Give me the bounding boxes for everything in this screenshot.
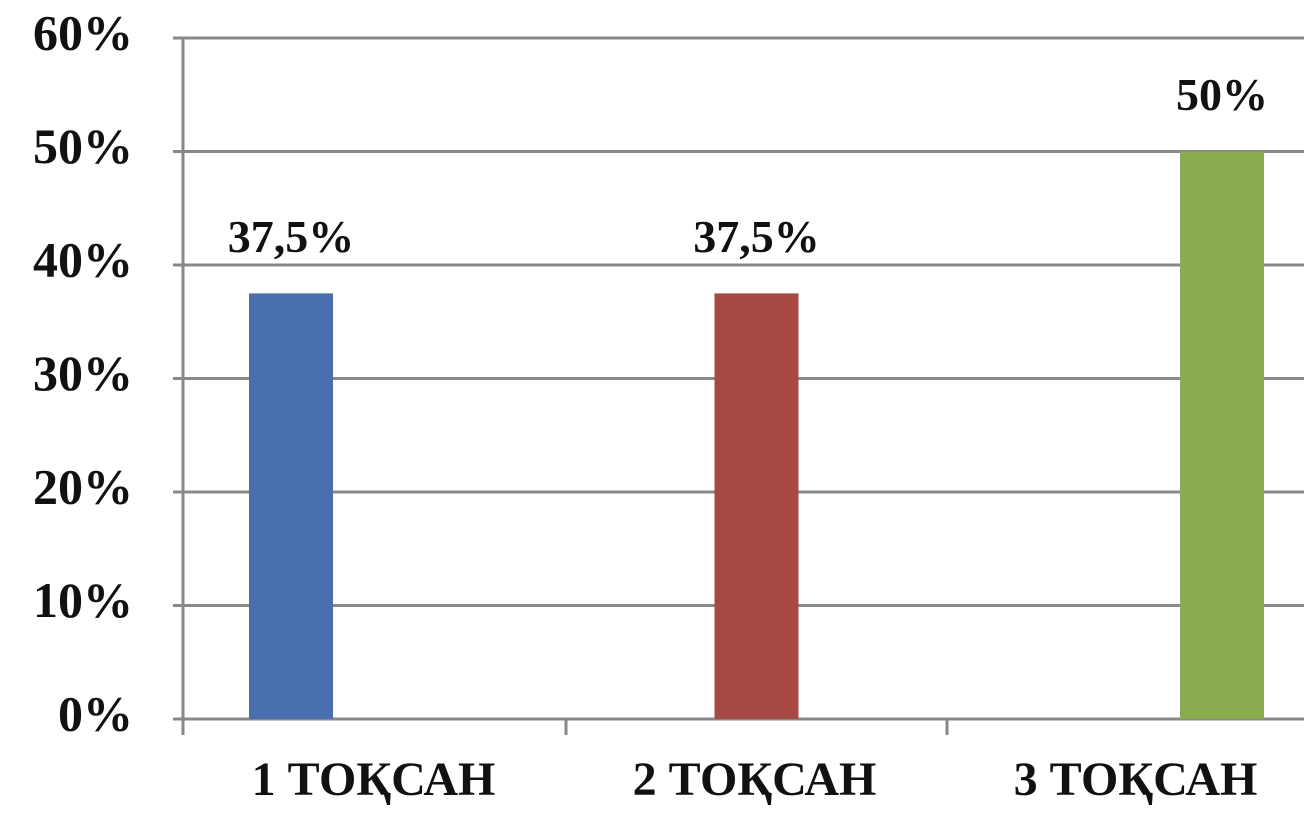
bar	[1180, 151, 1264, 719]
y-tick-label: 60%	[33, 4, 133, 60]
y-tick-label: 30%	[33, 345, 133, 401]
y-tick-label: 20%	[33, 458, 133, 514]
data-label: 37,5%	[228, 211, 355, 262]
bar	[714, 293, 799, 719]
bar	[249, 293, 333, 719]
y-tick-label: 50%	[33, 118, 133, 174]
y-tick-label: 0%	[58, 685, 133, 741]
data-label: 50%	[1176, 69, 1268, 120]
x-tick-label: 3 ТОҚСАН	[1014, 753, 1258, 806]
y-tick-label: 10%	[33, 572, 133, 628]
x-tick-label: 2 ТОҚСАН	[633, 753, 877, 806]
data-label: 37,5%	[693, 211, 820, 262]
y-tick-label: 40%	[33, 231, 133, 287]
x-tick-label: 1 ТОҚСАН	[252, 753, 496, 806]
